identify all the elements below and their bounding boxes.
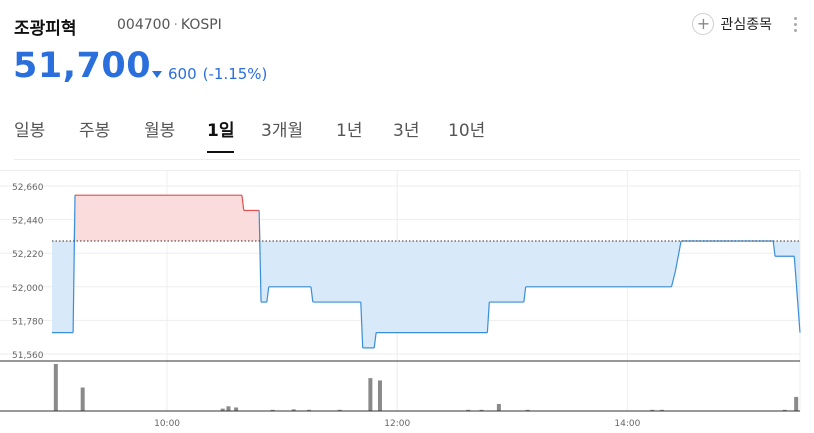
y-tick-label: 51,780 bbox=[12, 317, 44, 327]
plus-icon: + bbox=[692, 13, 715, 35]
separator-dot: · bbox=[173, 17, 178, 33]
volume-bar bbox=[479, 409, 484, 411]
more-vertical-icon[interactable] bbox=[790, 14, 800, 36]
add-favorite-button[interactable]: + 관심종목 bbox=[692, 13, 772, 35]
volume-bar bbox=[80, 387, 85, 411]
tab-1[interactable]: 주봉 bbox=[79, 121, 111, 141]
price-line-segment bbox=[360, 302, 364, 348]
volume-bar bbox=[782, 409, 787, 411]
change-percent: (-1.15%) bbox=[202, 65, 268, 83]
price-line-segment bbox=[72, 195, 76, 333]
volume-bar bbox=[525, 409, 530, 411]
y-tick-label: 52,220 bbox=[12, 250, 44, 260]
price-line-segment bbox=[310, 286, 314, 303]
tabs-divider bbox=[14, 159, 800, 160]
stock-name: 조광피혁 bbox=[14, 19, 77, 39]
y-tick-label: 52,440 bbox=[12, 217, 44, 227]
volume-bar bbox=[226, 406, 231, 411]
y-tick-label: 52,660 bbox=[12, 183, 44, 193]
volume-bar bbox=[53, 364, 58, 411]
price-change: 600 (-1.15%) bbox=[152, 65, 267, 83]
triangle-down-icon bbox=[152, 71, 162, 78]
price-line-segment bbox=[373, 332, 377, 348]
current-price: 51,700 bbox=[13, 46, 152, 86]
volume-bar bbox=[270, 409, 275, 411]
stock-code-market: 004700 · KOSPI bbox=[117, 17, 222, 33]
price-line-segment bbox=[674, 240, 682, 272]
price-line-segment bbox=[523, 286, 527, 303]
x-tick-label: 12:00 bbox=[384, 419, 410, 429]
change-amount: 600 bbox=[168, 65, 197, 83]
x-tick-label: 14:00 bbox=[614, 419, 640, 429]
stock-header: 조광피혁 004700 · KOSPI + 관심종목 bbox=[14, 10, 800, 40]
volume-bar bbox=[496, 403, 501, 411]
volume-bar bbox=[650, 409, 655, 411]
price-line-segment bbox=[772, 240, 776, 257]
volume-bar bbox=[234, 407, 239, 411]
price-line-segment bbox=[486, 302, 490, 333]
volume-bar bbox=[307, 409, 312, 411]
tab-3[interactable]: 1일 bbox=[207, 116, 235, 153]
volume-bar bbox=[337, 409, 342, 411]
area-below-prev-close bbox=[52, 240, 800, 348]
volume-bar bbox=[659, 409, 664, 411]
tab-5[interactable]: 1년 bbox=[336, 121, 363, 141]
tab-2[interactable]: 월봉 bbox=[144, 121, 176, 141]
price-line-segment bbox=[241, 195, 245, 211]
y-tick-label: 52,000 bbox=[12, 284, 44, 294]
favorite-label: 관심종목 bbox=[720, 17, 772, 33]
x-tick-label: 10:00 bbox=[154, 419, 180, 429]
tab-6[interactable]: 3년 bbox=[393, 121, 420, 141]
volume-bar bbox=[291, 409, 296, 411]
volume-bar bbox=[377, 380, 382, 411]
volume-bar bbox=[368, 378, 373, 411]
tab-0[interactable]: 일봉 bbox=[14, 121, 46, 141]
y-tick-label: 51,560 bbox=[12, 351, 44, 361]
price-line-segment bbox=[793, 256, 801, 333]
volume-bar bbox=[220, 408, 225, 411]
tab-7[interactable]: 10년 bbox=[448, 121, 486, 141]
area-above-prev-close bbox=[52, 195, 800, 241]
market-name: KOSPI bbox=[180, 17, 222, 33]
price-line-segment bbox=[258, 210, 262, 303]
price-line-segment bbox=[670, 271, 676, 287]
stock-code: 004700 bbox=[117, 17, 171, 33]
volume-bar bbox=[466, 409, 471, 411]
tab-4[interactable]: 3개월 bbox=[261, 121, 304, 141]
intraday-chart: 52,660 52,440 52,220 52,000 51,780 51,560 10:0… bbox=[0, 170, 801, 429]
price-line-segment bbox=[266, 286, 270, 303]
volume-bar bbox=[794, 396, 799, 411]
